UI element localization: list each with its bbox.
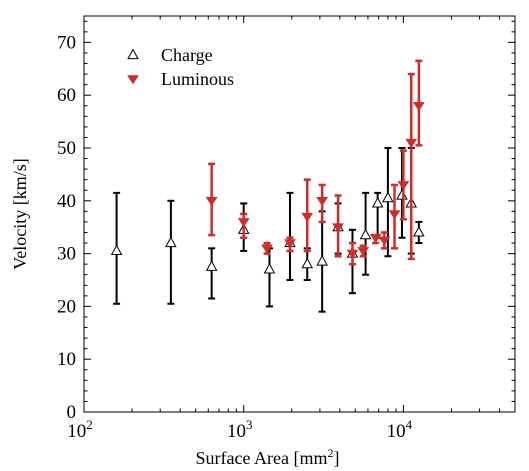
plot-frame-layer <box>83 15 516 413</box>
charge-point <box>396 188 408 200</box>
legend-marker-luminous <box>127 75 139 85</box>
charge-point <box>382 191 394 203</box>
luminous-point <box>405 138 418 149</box>
luminous-point <box>412 101 425 112</box>
charge-point <box>301 257 314 269</box>
y-tick-label: 20 <box>57 296 76 317</box>
luminous-point <box>316 197 329 207</box>
luminous-point <box>388 210 401 220</box>
y-tick-label: 60 <box>57 85 76 106</box>
charge-point <box>110 244 123 256</box>
luminous-point <box>301 212 314 222</box>
charge-point <box>165 236 177 248</box>
luminous-point <box>346 249 359 259</box>
x-tick-label: 103 <box>227 417 253 442</box>
luminous-point <box>378 236 391 246</box>
charge-point <box>205 260 218 271</box>
charge-point <box>371 196 384 208</box>
luminous-point <box>237 218 250 228</box>
luminous-point <box>284 239 296 249</box>
charge-point <box>359 228 372 240</box>
luminous-point <box>397 181 410 191</box>
y-axis-label: Velocity [km/s] <box>10 158 30 269</box>
luminous-point <box>369 233 382 244</box>
y-tick-label: 40 <box>57 191 76 212</box>
y-tick-label: 50 <box>57 138 76 159</box>
legend: Charge Luminous <box>127 45 234 89</box>
plot-frame <box>83 15 516 413</box>
x-axis-label: Surface Area [mm2] <box>196 446 340 468</box>
luminous-point <box>332 223 344 233</box>
x-tick-label: 102 <box>67 417 93 442</box>
y-tick-label: 30 <box>57 244 76 265</box>
luminous-point <box>205 197 218 207</box>
legend-marker-charge <box>127 48 139 60</box>
data-layer <box>110 59 425 313</box>
y-tick-label: 70 <box>57 32 76 53</box>
y-tick-label: 0 <box>67 402 77 423</box>
luminous-point <box>261 244 273 254</box>
charge-point <box>263 262 276 274</box>
y-tick-label: 10 <box>57 349 76 370</box>
legend-label-charge: Charge <box>161 45 213 65</box>
legend-label-luminous: Luminous <box>161 69 234 89</box>
luminous-point <box>357 247 370 257</box>
text-layer: 0 10 20 30 40 50 60 70 102 103 104 Surface Area [mm… <box>10 32 413 468</box>
x-tick-label: 104 <box>387 417 413 442</box>
charge-point <box>413 225 425 237</box>
charge-point <box>316 254 328 266</box>
